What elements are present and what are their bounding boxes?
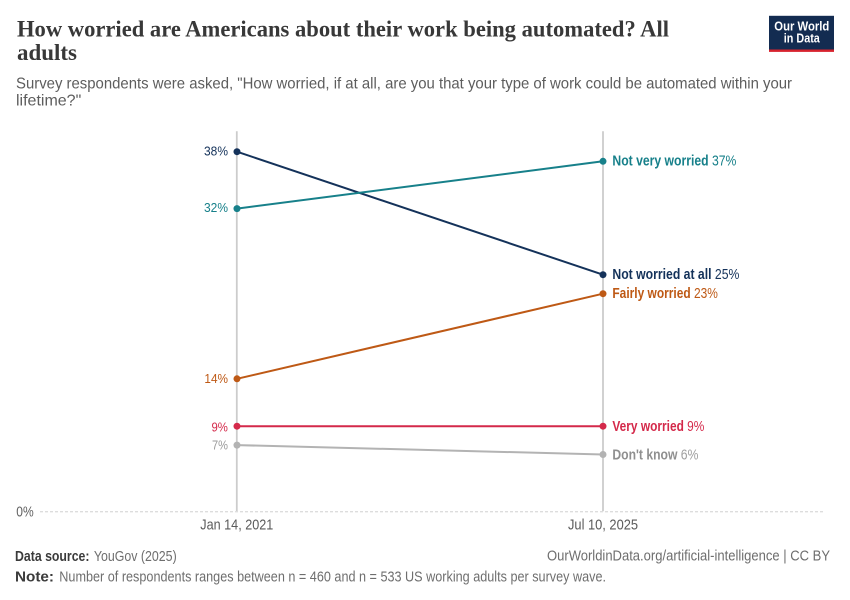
svg-text:Our World: Our World bbox=[774, 18, 829, 33]
svg-text:Not very worried 37%: Not very worried 37% bbox=[612, 154, 736, 170]
svg-text:adults: adults bbox=[17, 40, 77, 65]
svg-text:Fairly worried 23%: Fairly worried 23% bbox=[612, 286, 718, 302]
svg-text:7%: 7% bbox=[212, 437, 228, 452]
svg-text:Not worried at all 25%: Not worried at all 25% bbox=[612, 267, 739, 283]
svg-text:Don't know 6%: Don't know 6% bbox=[612, 448, 698, 464]
svg-text:Jul 10, 2025: Jul 10, 2025 bbox=[568, 517, 638, 534]
svg-text:OurWorldinData.org/artificial-: OurWorldinData.org/artificial-intelligen… bbox=[547, 548, 830, 565]
svg-text:Number of respondents ranges b: Number of respondents ranges between n =… bbox=[59, 569, 606, 586]
svg-text:Survey respondents were asked,: Survey respondents were asked, "How worr… bbox=[16, 76, 793, 93]
svg-text:Data source:: Data source: bbox=[15, 548, 90, 565]
svg-text:32%: 32% bbox=[204, 200, 228, 215]
svg-text:YouGov (2025): YouGov (2025) bbox=[94, 548, 177, 565]
svg-text:38%: 38% bbox=[204, 143, 228, 158]
svg-text:9%: 9% bbox=[212, 419, 229, 434]
svg-text:Very worried 9%: Very worried 9% bbox=[612, 419, 704, 435]
svg-text:Note:: Note: bbox=[15, 569, 54, 586]
svg-text:14%: 14% bbox=[204, 371, 228, 386]
svg-text:0%: 0% bbox=[16, 504, 33, 520]
svg-text:How worried are Americans abou: How worried are Americans about their wo… bbox=[17, 17, 669, 42]
svg-text:lifetime?": lifetime?" bbox=[16, 93, 81, 110]
svg-text:in Data: in Data bbox=[784, 31, 821, 46]
svg-text:Jan 14, 2021: Jan 14, 2021 bbox=[200, 517, 273, 534]
